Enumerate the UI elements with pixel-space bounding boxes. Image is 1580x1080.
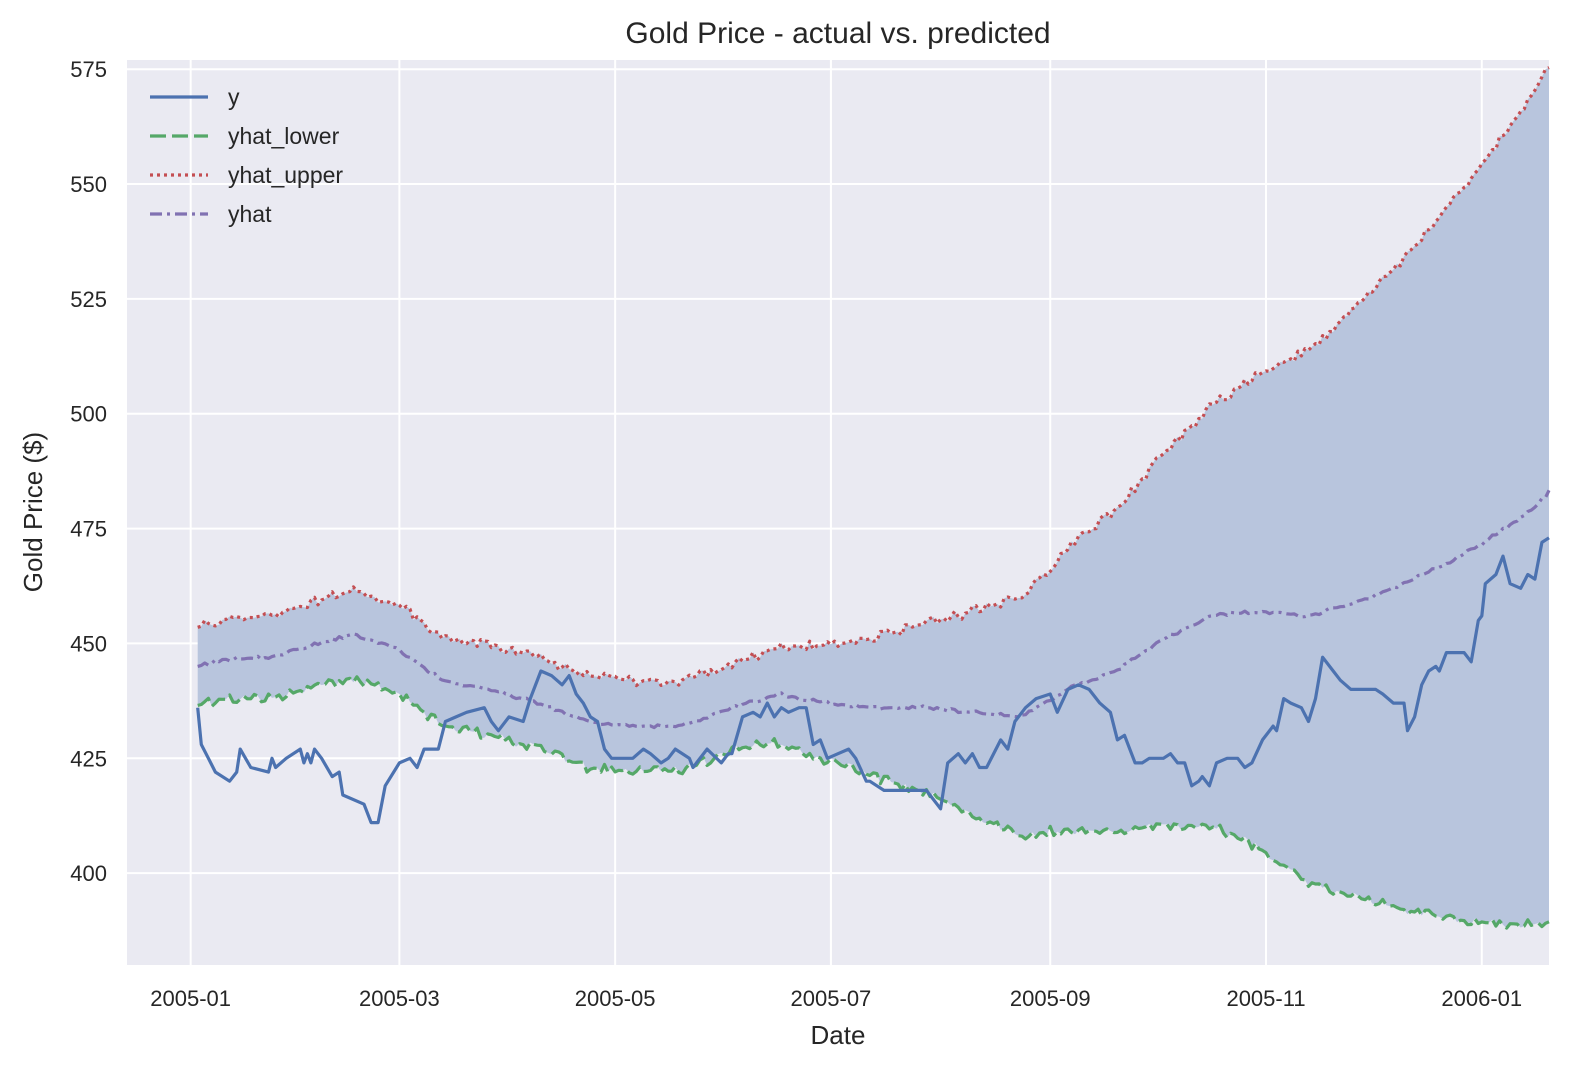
y-axis-label: Gold Price ($) <box>18 432 48 592</box>
legend-label-y: y <box>228 84 240 110</box>
legend-label-yhat: yhat <box>228 201 272 227</box>
x-tick-label: 2005-05 <box>575 986 656 1011</box>
x-tick-labels: 2005-01 2005-03 2005-05 2005-07 2005-09 2005-… <box>150 986 1522 1011</box>
x-tick-label: 2005-07 <box>791 986 872 1011</box>
x-axis-label: Date <box>811 1020 866 1050</box>
x-tick-label: 2005-09 <box>1010 986 1091 1011</box>
x-tick-label: 2005-01 <box>150 986 231 1011</box>
chart-title: Gold Price - actual vs. predicted <box>625 17 1050 50</box>
y-tick-label: 475 <box>70 517 107 542</box>
x-tick-label: 2006-01 <box>1441 986 1522 1011</box>
series-layer <box>196 66 1551 930</box>
y-tick-label: 500 <box>70 402 107 427</box>
y-tick-label: 575 <box>70 57 107 82</box>
series-line-y <box>196 536 1550 825</box>
series-line-yhat-lower <box>197 675 1550 930</box>
y-tick-label: 400 <box>70 861 107 886</box>
x-tick-label: 2005-03 <box>359 986 440 1011</box>
y-tick-label: 450 <box>70 631 107 656</box>
series-line-yhat <box>197 489 1551 730</box>
series-line-yhat-upper <box>197 66 1550 688</box>
legend-label-yhat-lower: yhat_lower <box>228 123 340 149</box>
y-tick-label: 550 <box>70 172 107 197</box>
prediction-band <box>197 67 1550 929</box>
x-tick-label: 2005-11 <box>1226 986 1305 1011</box>
y-tick-label: 425 <box>70 746 107 771</box>
y-tick-label: 525 <box>70 287 107 312</box>
legend-label-yhat-upper: yhat_upper <box>228 162 343 188</box>
y-tick-labels: 400 425 450 475 500 525 550 575 <box>70 57 107 886</box>
